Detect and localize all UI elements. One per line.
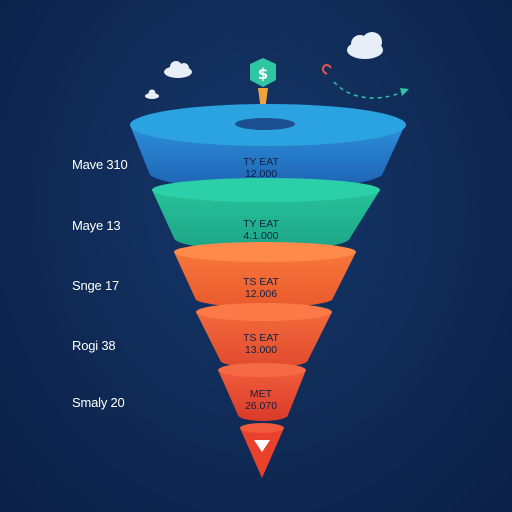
cloud-icon <box>347 32 383 59</box>
stage-2-title: TY EAT <box>243 218 279 230</box>
cloud-icon <box>145 89 159 99</box>
stage-2-text: TY EAT 4.1.000 <box>206 218 316 242</box>
stage-5-text: MET 26.070 <box>206 388 316 412</box>
funnel-stage-4 <box>196 303 332 368</box>
stage-3-side-label: Snge 17 <box>72 278 120 293</box>
funnel-tip <box>240 423 284 478</box>
stage-4-side-label: Rogi 38 <box>72 338 116 353</box>
funnel-stage-1 <box>130 104 406 190</box>
stage-3-text: TS EAT 12.006 <box>206 276 316 300</box>
dashed-arrow-icon <box>321 64 409 99</box>
stage-3-title: TS EAT <box>243 276 279 288</box>
down-triangle-icon <box>254 440 270 452</box>
stage-5-title: MET <box>249 388 273 400</box>
stage-2-side-label: Maye 13 <box>72 218 121 233</box>
stage-5-value: 26.070 <box>244 400 278 412</box>
stage-3-value: 12.006 <box>244 288 278 300</box>
dollar-bulb-icon: $ <box>250 58 276 118</box>
stage-1-title: TY EAT <box>243 156 279 168</box>
stage-1-value: 12.000 <box>244 168 278 180</box>
funnel-stage-2 <box>152 178 380 251</box>
stage-4-title: TS EAT <box>243 332 279 344</box>
stage-1-side-label: Mave 310 <box>72 157 128 172</box>
stage-4-text: TS EAT 13.000 <box>206 332 316 356</box>
stage-4-value: 13.000 <box>244 344 278 356</box>
cloud-icon <box>164 61 192 78</box>
funnel-stage-5 <box>218 363 306 421</box>
funnel-stage-3 <box>174 242 356 308</box>
stage-2-value: 4.1.000 <box>243 230 279 242</box>
svg-text:$: $ <box>258 65 268 83</box>
stage-5-side-label: Smaly 20 <box>72 395 125 410</box>
stage-1-text: TY EAT 12.000 <box>206 156 316 180</box>
